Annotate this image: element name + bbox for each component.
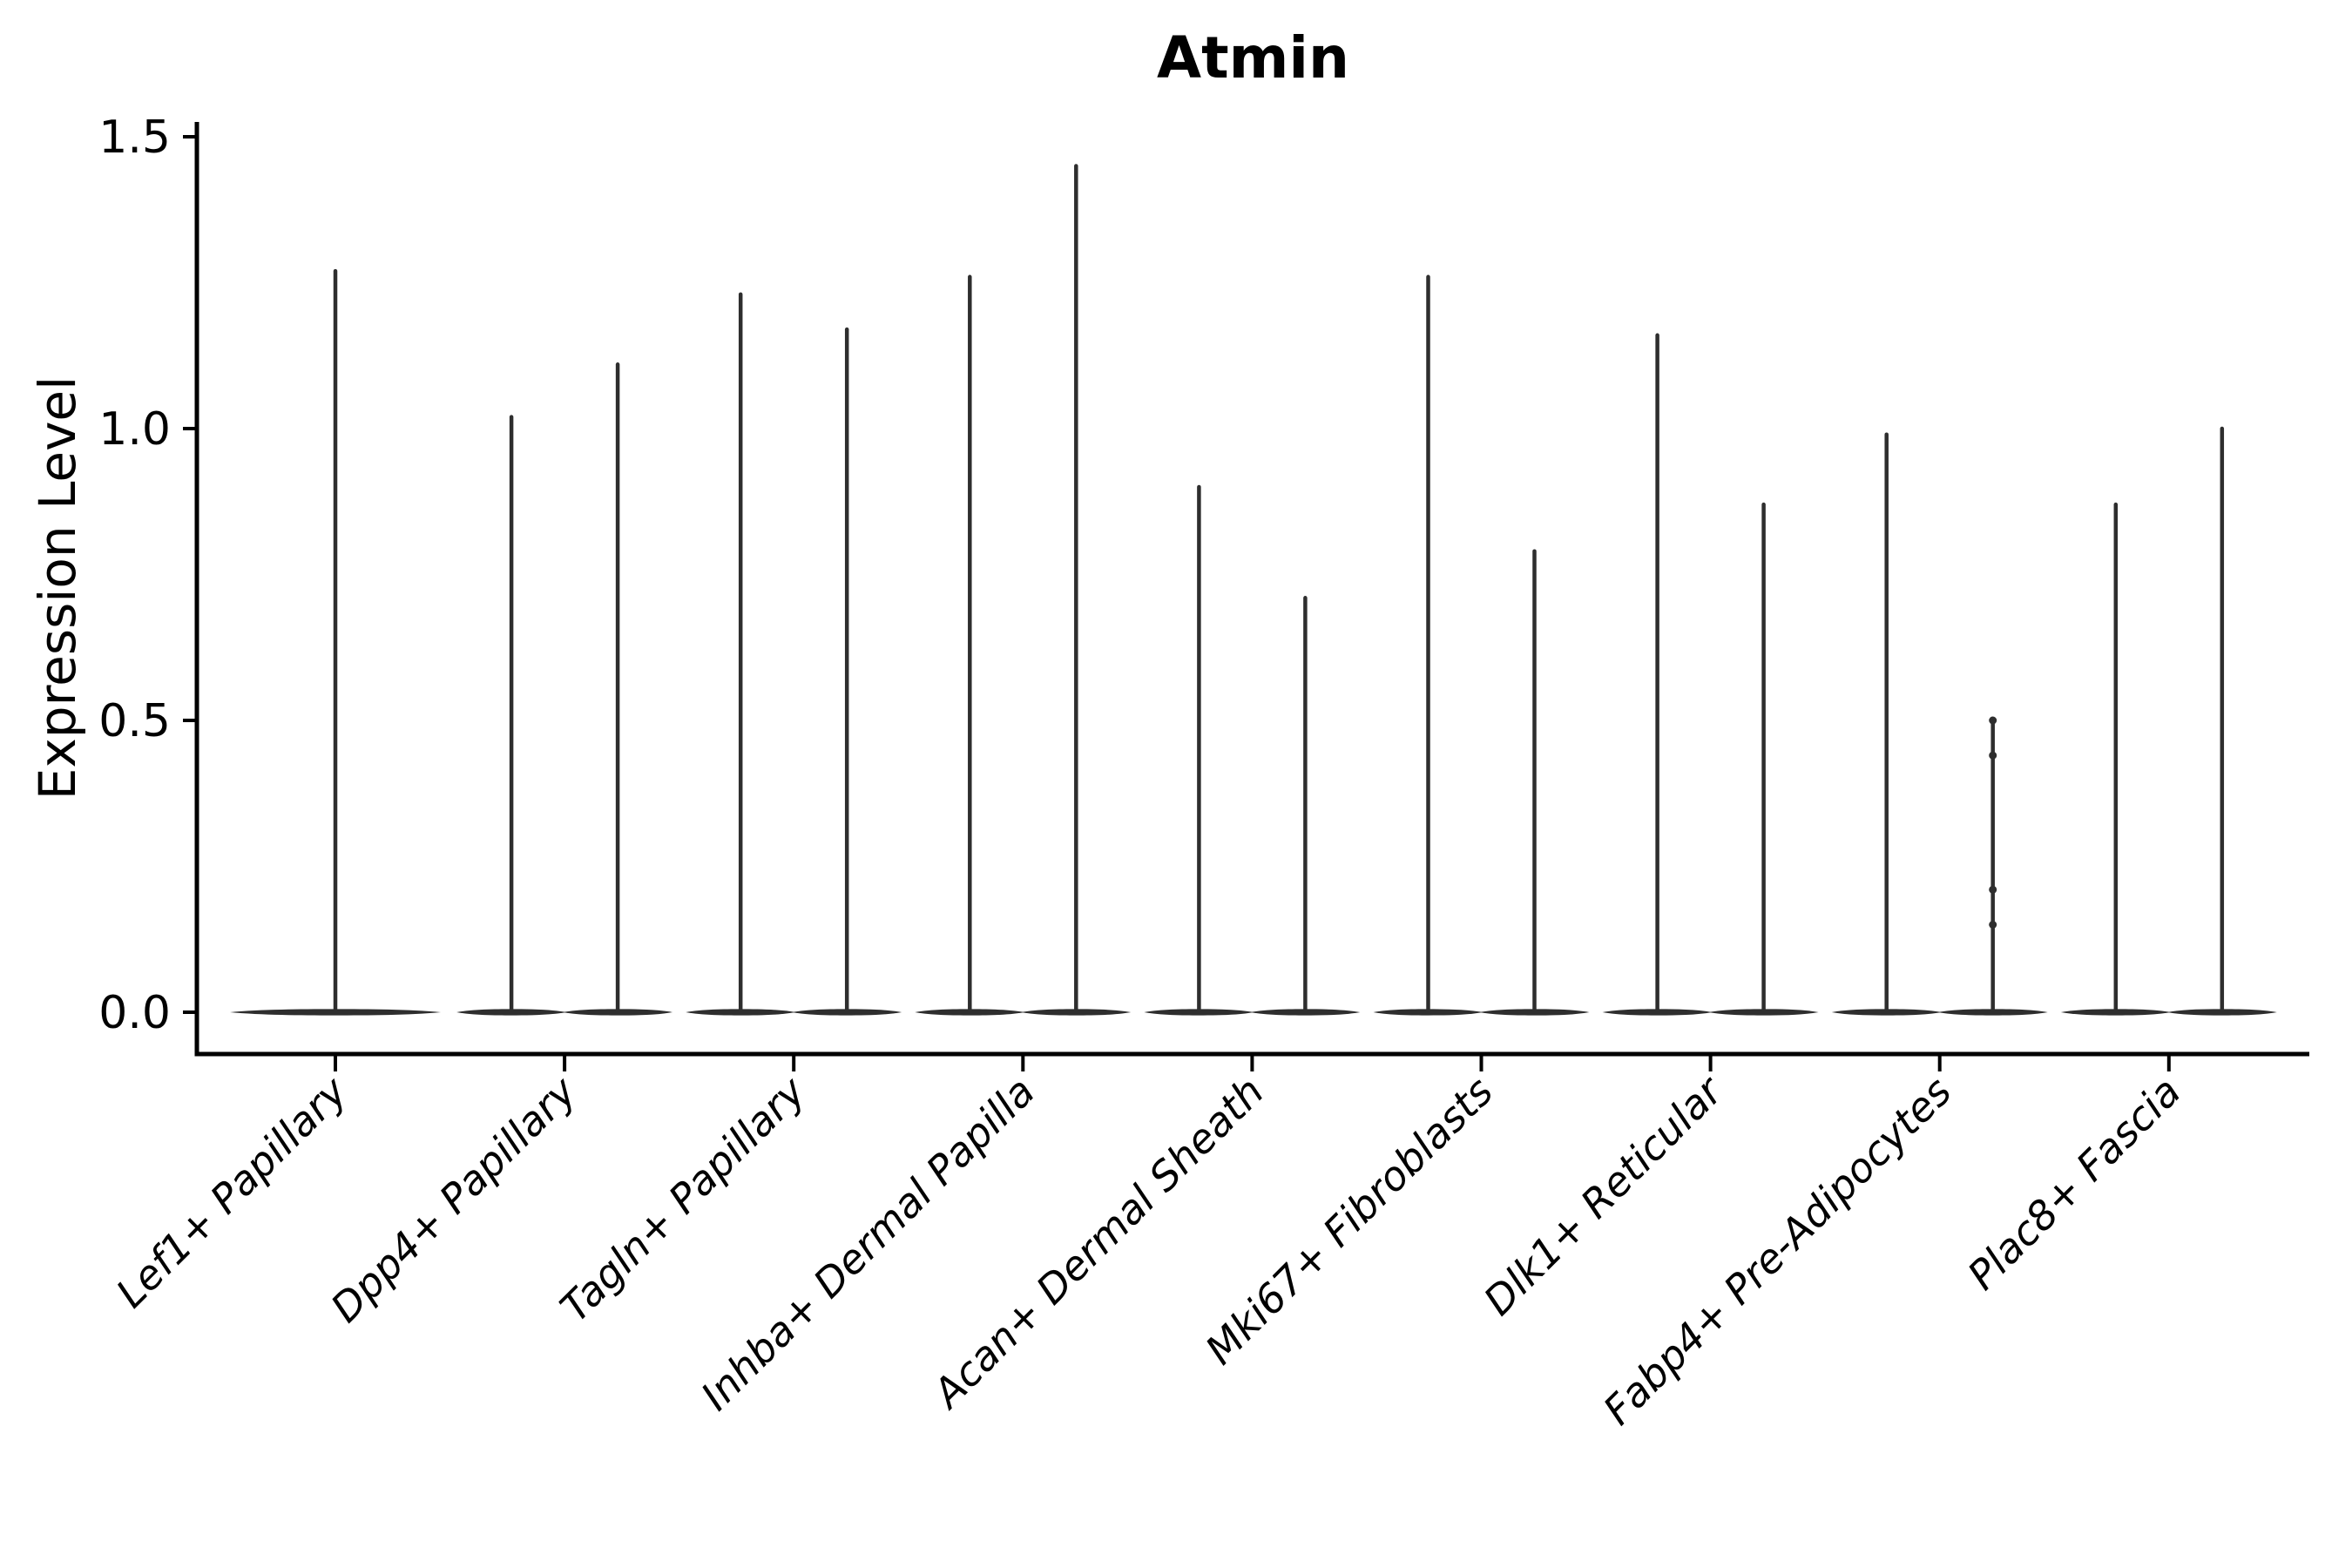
y-tick-label: 0.0 (98, 987, 171, 1039)
x-tick-label: Tagln+ Papillary (551, 1067, 815, 1331)
chart-title: Atmin (1156, 24, 1349, 91)
y-tick-label: 1.0 (98, 403, 171, 456)
violin-dot (1989, 885, 1997, 894)
y-tick-label: 0.5 (98, 695, 171, 747)
x-tick-label: Lef1+ Papillary (107, 1067, 356, 1316)
y-axis-label: Expression Level (28, 376, 87, 800)
violin-dot (1989, 921, 1997, 929)
x-tick-label: Plac8+ Fascia (1958, 1068, 2189, 1299)
violin-dot (1989, 716, 1997, 725)
y-tick-label: 1.5 (98, 112, 171, 164)
violin-dot (1989, 751, 1997, 760)
x-tick-label: Dpp4+ Papillary (321, 1067, 585, 1331)
x-tick-label: Dlk1+ Reticular (1475, 1065, 1734, 1324)
